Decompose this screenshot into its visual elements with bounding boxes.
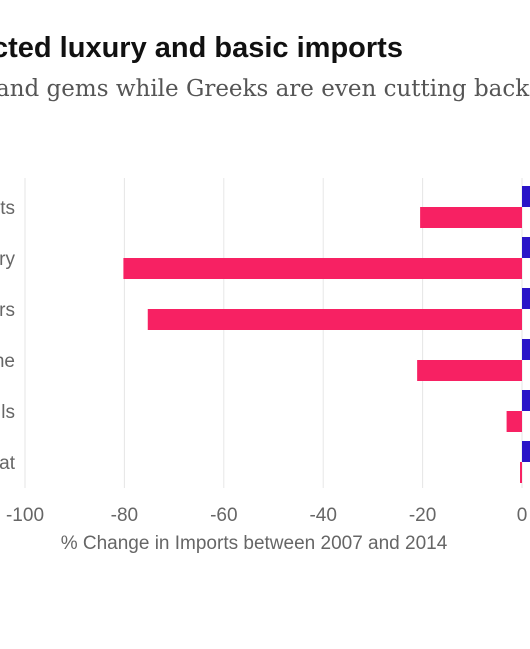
chart-subtitle: and gems while Greeks are even cutting b…: [0, 76, 530, 102]
bars: [123, 186, 530, 483]
x-tick-label: -80: [111, 505, 138, 526]
bar-series-1: [522, 339, 530, 360]
category-label: ts: [0, 198, 15, 219]
category-label: ne: [0, 351, 15, 372]
x-tick-label: -40: [309, 505, 336, 526]
category-label: ls: [1, 402, 15, 423]
bar-series-2: [417, 360, 522, 381]
x-axis-title: % Change in Imports between 2007 and 201…: [61, 533, 448, 554]
bar-series-1: [522, 441, 530, 462]
category-labels: ts ry rs ne ls at: [0, 198, 16, 474]
chart-title: cted luxury and basic imports: [0, 32, 403, 64]
category-label: ry: [0, 249, 15, 270]
category-label: rs: [0, 300, 15, 321]
bar-series-2: [506, 411, 522, 432]
x-tick-label: -60: [210, 505, 237, 526]
bar-series-1: [522, 390, 530, 411]
bar-series-1: [522, 237, 530, 258]
gridlines: [24, 178, 523, 488]
bar-series-2: [420, 207, 522, 228]
bar-series-2: [147, 309, 522, 330]
x-tick-label: -20: [409, 505, 436, 526]
x-tick-label: 0: [517, 505, 528, 526]
x-tick-label: -100: [6, 505, 44, 526]
bar-series-2: [123, 258, 522, 279]
bar-series-2: [520, 462, 522, 483]
x-axis-ticks: -100 -80 -60 -40 -20 0: [6, 505, 527, 526]
bar-series-1: [522, 186, 530, 207]
bar-series-1: [522, 288, 530, 309]
category-label: at: [0, 453, 16, 474]
